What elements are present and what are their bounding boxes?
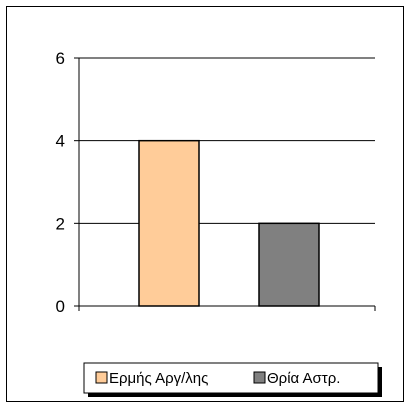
- bar-0: [138, 139, 200, 307]
- legend-label-0: Ερμής Αργ/λης: [109, 370, 208, 387]
- legend-label-1: Θρία Αστρ.: [267, 370, 340, 387]
- legend-swatch-0: [95, 371, 108, 384]
- legend-item-0: Ερμής Αργ/λης: [95, 370, 208, 387]
- y-tick-labels: 0 2 4 6: [56, 49, 65, 316]
- y-tick-label-0: 0: [56, 297, 65, 316]
- axes: [74, 57, 376, 311]
- legend-item-1: Θρία Αστρ.: [253, 370, 340, 387]
- chart-frame: [6, 6, 404, 402]
- y-tick-label-2: 4: [56, 132, 65, 151]
- y-tick-label-1: 2: [56, 214, 65, 233]
- legend-box: [83, 362, 379, 394]
- y-tick-label-3: 6: [56, 49, 65, 68]
- bars: [138, 139, 320, 307]
- bar-1: [258, 222, 320, 307]
- legend-swatch-1: [253, 371, 266, 384]
- gridlines: [79, 57, 375, 224]
